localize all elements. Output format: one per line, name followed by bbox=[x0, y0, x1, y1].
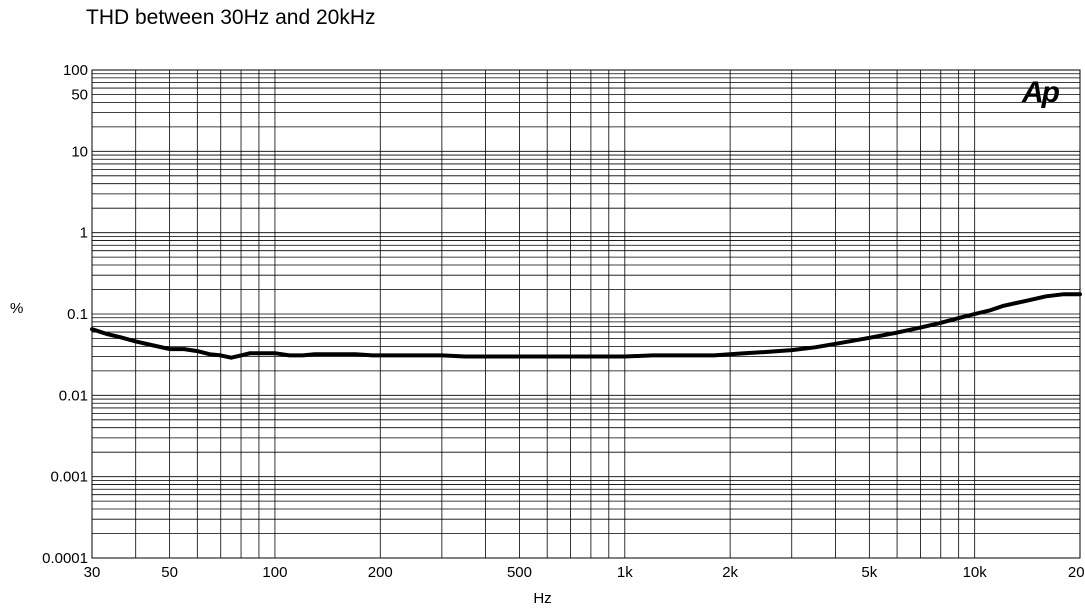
y-tick-label: 100 bbox=[63, 62, 88, 79]
y-tick-label: 0.1 bbox=[67, 306, 88, 323]
x-tick-label: 500 bbox=[507, 564, 532, 581]
y-tick-label: 0.001 bbox=[50, 469, 88, 486]
x-tick-label: 30 bbox=[84, 564, 101, 581]
thd-series-line bbox=[90, 292, 1082, 360]
y-tick-label: 10 bbox=[71, 143, 88, 160]
x-tick-label: 2k bbox=[722, 564, 738, 581]
chart-title: THD between 30Hz and 20kHz bbox=[86, 6, 376, 29]
x-tick-label: 50 bbox=[161, 564, 178, 581]
plot-border bbox=[91, 69, 1081, 559]
ap-logo: Ap bbox=[1022, 76, 1060, 109]
y-tick-label: 0.0001 bbox=[42, 550, 88, 567]
x-tick-label: 10k bbox=[963, 564, 988, 581]
x-axis-label: Hz bbox=[533, 590, 552, 607]
plot-frame bbox=[91, 69, 1081, 559]
y-tick-label: 0.01 bbox=[59, 387, 88, 404]
x-tick-label: 20k bbox=[1068, 564, 1085, 581]
grid-lines bbox=[91, 69, 1081, 559]
x-tick-label: 1k bbox=[617, 564, 633, 581]
x-tick-label: 5k bbox=[861, 564, 877, 581]
x-tick-labels: 30 50 100 200 500 1k 2k 5k 10k 20k bbox=[84, 564, 1085, 581]
y-tick-labels: 100 50 10 1 0.1 0.01 0.001 0.0001 bbox=[42, 62, 88, 567]
series-lines bbox=[90, 292, 1082, 360]
y-tick-label: 50 bbox=[71, 86, 88, 103]
y-tick-label: 1 bbox=[80, 225, 88, 242]
x-tick-label: 200 bbox=[368, 564, 393, 581]
y-axis-label: % bbox=[10, 300, 24, 317]
x-tick-label: 100 bbox=[262, 564, 287, 581]
